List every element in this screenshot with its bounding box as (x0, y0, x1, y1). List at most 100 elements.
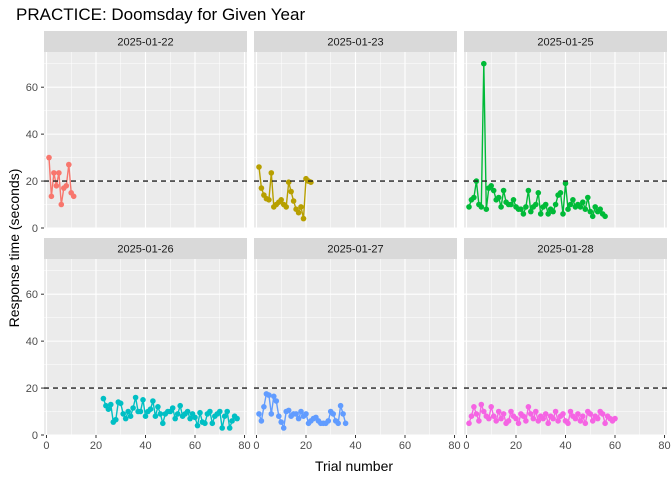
data-point (108, 401, 114, 408)
data-point (535, 418, 542, 424)
facet-strip (254, 238, 457, 259)
data-point (132, 394, 139, 401)
data-point (280, 425, 287, 431)
data-point (560, 411, 566, 417)
data-point (192, 414, 198, 421)
x-tick-label: 40 (139, 440, 151, 452)
data-point (276, 413, 282, 420)
data-point (234, 415, 240, 422)
facet-strip-label: 2025-01-26 (117, 244, 173, 256)
data-point (285, 179, 292, 185)
facet-strip-label: 2025-01-22 (117, 37, 173, 49)
x-tick-label: 20 (300, 440, 312, 452)
data-point (219, 425, 225, 431)
data-point (48, 193, 55, 200)
data-point (295, 415, 302, 422)
data-point (66, 161, 72, 168)
data-point (125, 408, 131, 415)
data-point (520, 413, 527, 420)
data-point (510, 197, 517, 203)
data-point (120, 411, 126, 417)
data-point (500, 411, 507, 417)
data-point (557, 190, 564, 196)
data-point (508, 201, 514, 208)
data-point (612, 415, 618, 422)
facet-strip-label: 2025-01-23 (327, 37, 383, 49)
data-point (577, 204, 584, 210)
data-point (137, 408, 144, 415)
x-tick-label: 0 (43, 440, 49, 452)
data-point (172, 415, 178, 422)
data-point (187, 415, 193, 422)
data-point (300, 215, 307, 222)
data-point (325, 418, 332, 424)
data-point (570, 197, 576, 203)
data-point (587, 208, 594, 215)
facet-strip (44, 238, 247, 259)
data-point (495, 408, 502, 415)
data-point (520, 211, 527, 217)
data-point (174, 411, 181, 417)
facet-strip (44, 31, 247, 52)
facet-strip (254, 31, 457, 52)
data-point (229, 418, 235, 424)
facet-strip-label: 2025-01-25 (537, 37, 593, 49)
x-tick-label: 60 (399, 440, 411, 452)
data-point (160, 420, 166, 427)
data-point (550, 208, 556, 215)
data-point (177, 402, 183, 409)
data-point (140, 397, 146, 403)
data-point (256, 411, 262, 417)
x-tick-label: 20 (510, 440, 522, 452)
data-point (518, 206, 524, 212)
facet-panel: 2025-01-27 0 20 40 60 80 (253, 238, 461, 452)
data-point (478, 204, 485, 210)
data-point (513, 415, 519, 422)
facet-strip-label: 2025-01-27 (327, 244, 383, 256)
data-point (552, 201, 559, 208)
data-point (602, 213, 608, 220)
y-tick-label: 0 (32, 430, 38, 442)
y-tick-label: 20 (26, 383, 38, 395)
data-point (157, 411, 164, 417)
data-point (498, 204, 504, 210)
facet-panel: 2025-01-23 (254, 31, 457, 229)
data-point (278, 419, 285, 425)
data-point (258, 418, 265, 424)
data-point (488, 183, 495, 189)
data-point (130, 405, 136, 411)
data-point (592, 204, 598, 210)
data-point (466, 204, 472, 210)
data-point (597, 206, 603, 212)
data-point (481, 60, 487, 67)
data-point (542, 411, 549, 417)
data-point (335, 420, 342, 427)
data-point (155, 404, 161, 410)
data-point (209, 420, 216, 427)
data-point (525, 187, 532, 194)
data-point (471, 194, 477, 201)
data-point (70, 193, 77, 200)
data-point (582, 420, 589, 427)
data-point (555, 418, 561, 424)
data-point (261, 404, 267, 410)
data-point (152, 413, 159, 420)
data-point (113, 416, 119, 423)
data-point (290, 198, 297, 204)
data-point (582, 206, 589, 212)
y-tick-label: 40 (26, 129, 38, 141)
data-point (221, 413, 228, 420)
data-point (226, 425, 233, 431)
data-point (481, 408, 487, 415)
data-point (594, 415, 601, 422)
data-point (202, 420, 208, 427)
data-point (550, 415, 556, 422)
data-point (150, 398, 156, 404)
data-point (268, 411, 275, 417)
data-point (468, 413, 475, 420)
data-point (537, 211, 544, 217)
data-point (105, 406, 112, 413)
data-point (56, 170, 62, 176)
data-point (46, 154, 52, 161)
